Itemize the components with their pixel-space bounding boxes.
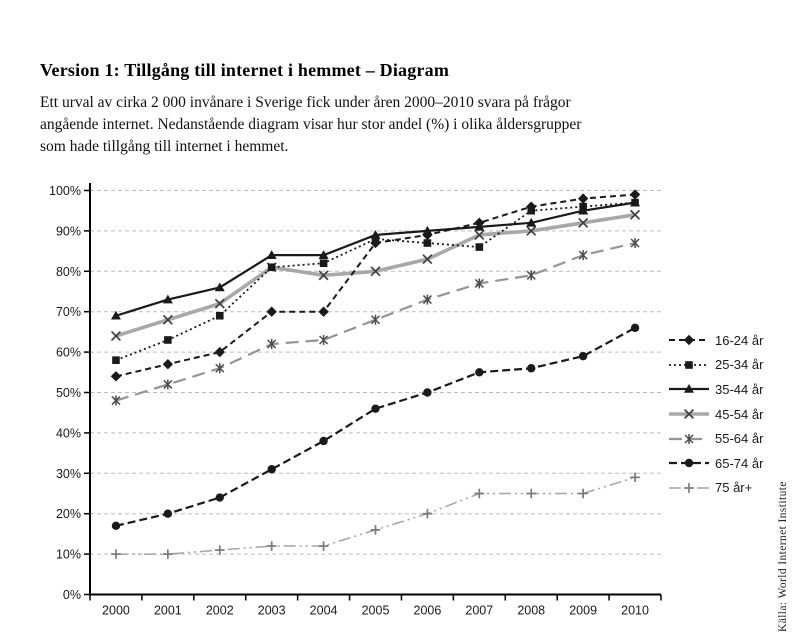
legend-label: 16-24 år — [715, 332, 764, 348]
legend-marker-circle-icon — [669, 459, 709, 468]
svg-text:0%: 0% — [63, 588, 81, 602]
svg-text:2008: 2008 — [517, 604, 545, 618]
svg-text:100%: 100% — [49, 184, 81, 198]
svg-text:40%: 40% — [56, 426, 81, 440]
svg-text:70%: 70% — [56, 305, 81, 319]
series-line-55-64-år — [115, 241, 636, 402]
legend-marker-square-icon — [669, 361, 709, 369]
svg-text:20%: 20% — [56, 507, 81, 521]
page-title: Version 1: Tillgång till internet i hemm… — [40, 60, 450, 80]
legend-marker-x-icon — [669, 409, 709, 420]
intro-line-1: Ett urval av cirka 2 000 invånare i Sver… — [40, 94, 571, 111]
legend-item-16-24-år: 16-24 år — [668, 328, 763, 353]
chart: 0% 10% 20% 30% 40% 50% 60% 70% 80% 90% 100% 2000 200… — [38, 177, 684, 634]
legend-marker-plus-icon — [669, 483, 709, 493]
svg-text:60%: 60% — [56, 346, 81, 360]
svg-text:2003: 2003 — [258, 604, 286, 618]
legend: 16-24 år 25-34 år 35-44 år 45-54 år 55-64 år… — [668, 328, 763, 500]
svg-text:30%: 30% — [56, 467, 81, 481]
legend-label: 25-34 år — [715, 357, 764, 373]
legend-label: 35-44 år — [715, 381, 764, 397]
legend-item-45-54-år: 45-54 år — [668, 402, 763, 427]
series-line-65-74-år — [115, 326, 636, 527]
legend-label: 65-74 år — [715, 455, 764, 471]
svg-text:2009: 2009 — [569, 604, 597, 618]
legend-marker-diamond-icon — [669, 335, 709, 346]
legend-item-25-34-år: 25-34 år — [668, 353, 763, 378]
svg-text:2006: 2006 — [414, 604, 442, 618]
legend-label: 45-54 år — [715, 406, 764, 422]
svg-text:2005: 2005 — [362, 604, 390, 618]
legend-label: 75 år+ — [715, 480, 753, 496]
svg-text:2010: 2010 — [621, 604, 649, 618]
legend-item-35-44-år: 35-44 år — [668, 377, 763, 402]
series-line-16-24-år — [115, 193, 636, 378]
series-line-35-44-år — [115, 201, 636, 317]
source-note: Källa: World Internet Institute — [777, 481, 789, 632]
line-chart-svg: 0% 10% 20% 30% 40% 50% 60% 70% 80% 90% 100% 2000 200… — [49, 183, 662, 618]
intro-line-3: som hade tillgång till internet i hemmet… — [40, 138, 289, 155]
svg-text:90%: 90% — [56, 224, 81, 238]
svg-text:2004: 2004 — [310, 604, 338, 618]
intro-line-2: angående internet. Nedanstående diagram … — [40, 116, 582, 133]
legend-item-55-64-år: 55-64 år — [668, 426, 763, 451]
svg-text:2001: 2001 — [154, 604, 182, 618]
svg-text:2002: 2002 — [206, 604, 234, 618]
legend-item-75-år+: 75 år+ — [668, 476, 763, 501]
series-line-75-år+ — [115, 476, 636, 555]
svg-text:10%: 10% — [56, 548, 81, 562]
svg-text:50%: 50% — [56, 386, 81, 400]
svg-text:80%: 80% — [56, 265, 81, 279]
svg-text:2007: 2007 — [465, 604, 493, 618]
legend-item-65-74-år: 65-74 år — [668, 451, 763, 476]
intro-text: Ett urval av cirka 2 000 invånare i Sver… — [40, 92, 581, 158]
legend-marker-asterisk-icon — [669, 433, 709, 444]
legend-marker-triangle-icon — [669, 384, 709, 394]
legend-label: 55-64 år — [715, 431, 764, 447]
svg-text:2000: 2000 — [102, 604, 130, 618]
